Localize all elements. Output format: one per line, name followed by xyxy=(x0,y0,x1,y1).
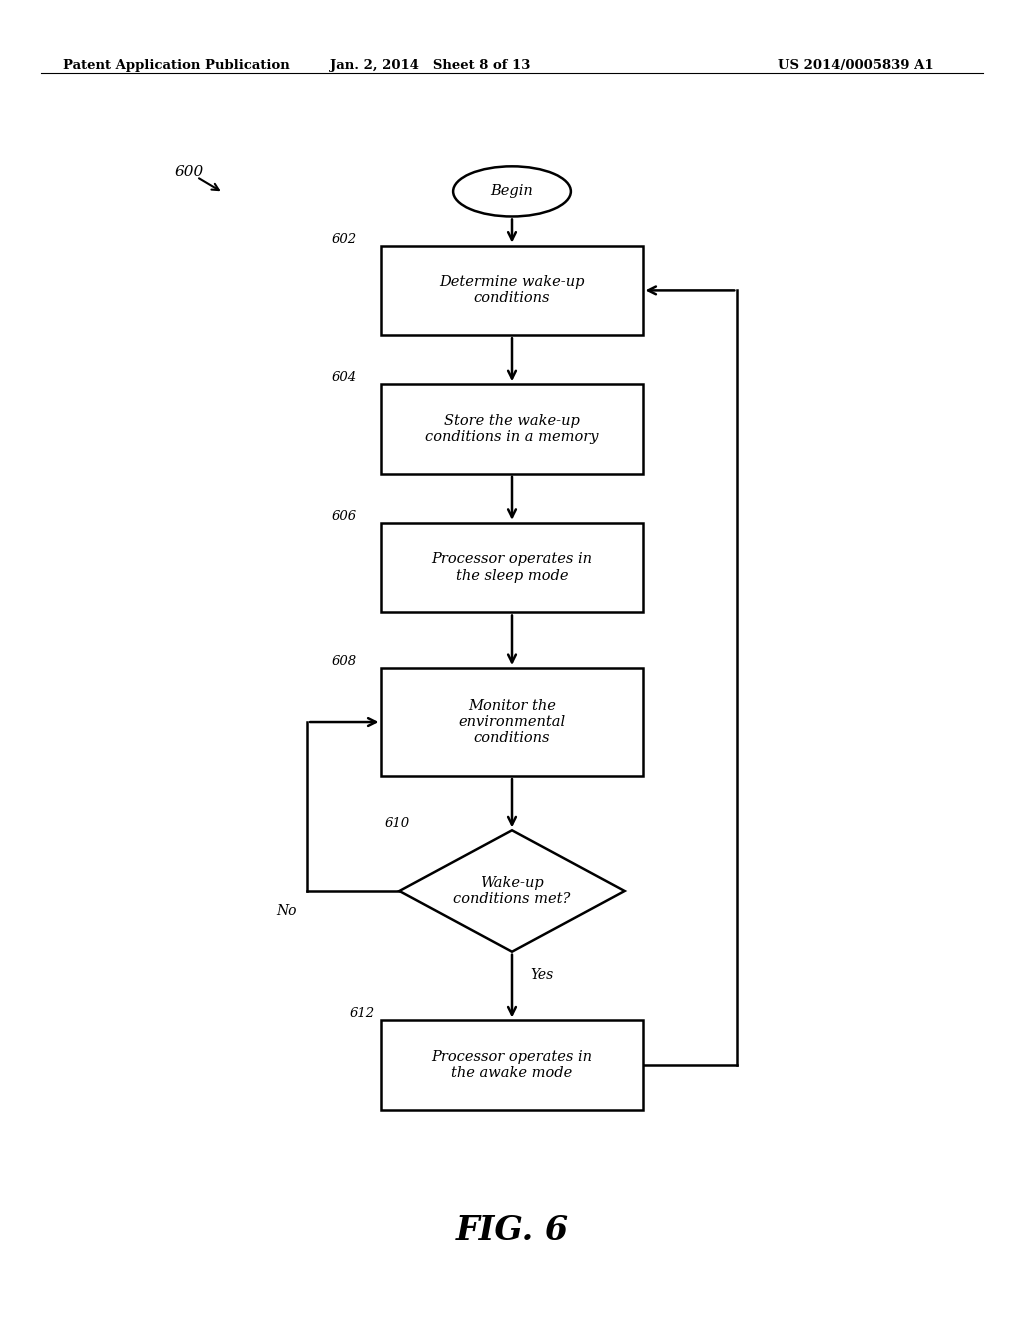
Text: No: No xyxy=(276,904,297,919)
Text: Patent Application Publication: Patent Application Publication xyxy=(63,59,290,73)
Ellipse shape xyxy=(453,166,571,216)
Text: Yes: Yes xyxy=(530,968,554,982)
Text: Wake-up
conditions met?: Wake-up conditions met? xyxy=(454,876,570,906)
Text: 606: 606 xyxy=(331,510,356,523)
Bar xyxy=(381,384,643,474)
Text: Jan. 2, 2014   Sheet 8 of 13: Jan. 2, 2014 Sheet 8 of 13 xyxy=(330,59,530,73)
Text: Store the wake-up
conditions in a memory: Store the wake-up conditions in a memory xyxy=(425,414,599,444)
Text: Monitor the
environmental
conditions: Monitor the environmental conditions xyxy=(459,698,565,746)
Text: 610: 610 xyxy=(384,817,410,830)
Text: 602: 602 xyxy=(331,232,356,246)
Bar xyxy=(381,523,643,612)
Text: US 2014/0005839 A1: US 2014/0005839 A1 xyxy=(778,59,934,73)
Bar xyxy=(381,1020,643,1110)
Bar xyxy=(381,668,643,776)
Text: 604: 604 xyxy=(331,371,356,384)
Text: FIG. 6: FIG. 6 xyxy=(456,1214,568,1246)
Text: 612: 612 xyxy=(349,1007,375,1020)
Text: Determine wake-up
conditions: Determine wake-up conditions xyxy=(439,276,585,305)
Text: Begin: Begin xyxy=(490,185,534,198)
Text: Processor operates in
the sleep mode: Processor operates in the sleep mode xyxy=(431,553,593,582)
Bar xyxy=(381,246,643,335)
Text: 600: 600 xyxy=(174,165,204,178)
Text: 608: 608 xyxy=(331,655,356,668)
Text: Processor operates in
the awake mode: Processor operates in the awake mode xyxy=(431,1051,593,1080)
Polygon shape xyxy=(399,830,625,952)
